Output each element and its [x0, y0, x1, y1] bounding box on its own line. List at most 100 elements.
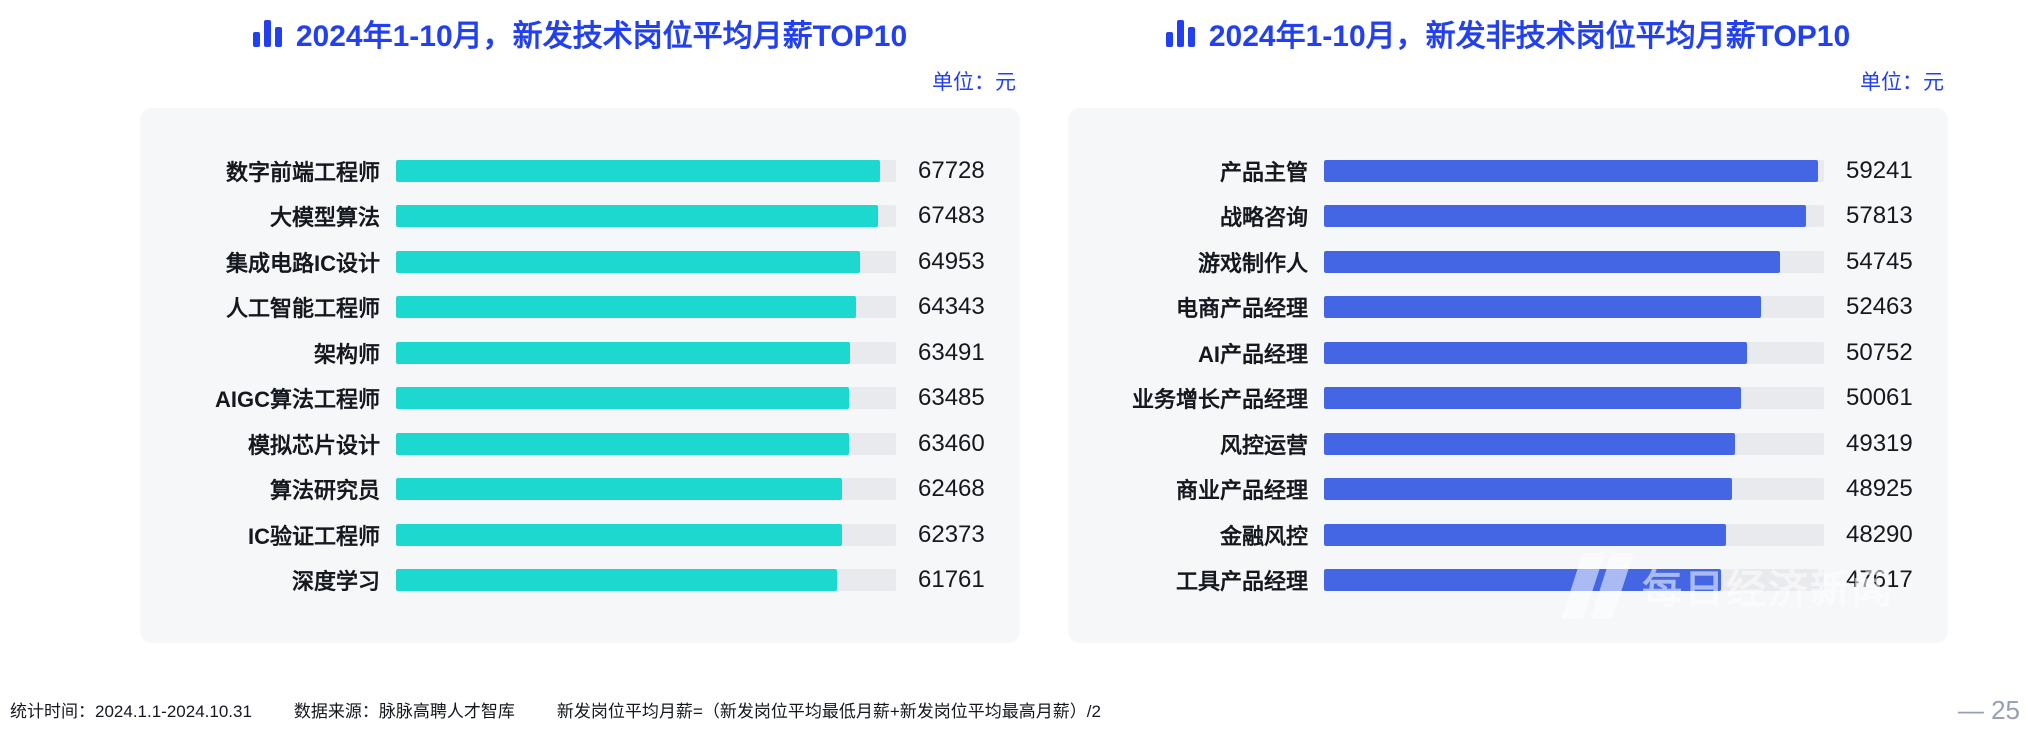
bar-fill [1324, 523, 1727, 546]
bar-value: 47617 [1846, 566, 1913, 594]
bar-fill [1324, 478, 1732, 501]
bar-value: 54745 [1846, 247, 1913, 275]
bar-fill [396, 250, 860, 273]
bar-value: 63485 [918, 384, 985, 412]
bar-track [1324, 159, 1824, 182]
bar-fill [396, 523, 842, 546]
bar-label: 数字前端工程师 [225, 159, 380, 185]
bar-fill [1324, 250, 1781, 273]
bar-track [396, 523, 896, 546]
bar-track [396, 250, 896, 273]
bar-row: 数字前端工程师 67728 [184, 148, 985, 194]
bar-value: 67728 [918, 156, 985, 184]
bar-track [396, 387, 896, 410]
bar-label: 商业产品经理 [1175, 478, 1308, 504]
bar-fill [396, 159, 880, 182]
bar-value: 62373 [918, 520, 985, 548]
bar-row: AI产品经理 50752 [1112, 330, 1913, 376]
bar-row: 风控运营 49319 [1112, 421, 1913, 467]
bar-label: 算法研究员 [269, 478, 380, 504]
bar-fill [396, 205, 878, 228]
nontech-salary-chart: 2024年1-10月，新发非技术岗位平均月薪TOP10 单位：元 产品主管 592… [1068, 10, 1948, 643]
bar-fill [396, 569, 838, 592]
bar-rows: 数字前端工程师 67728 大模型算法 67483 集成电路IC设计 64953 人工智能工… [184, 148, 985, 604]
bar-fill [396, 387, 850, 410]
bar-row: 模拟芯片设计 63460 [184, 421, 985, 467]
bar-track [396, 341, 896, 364]
bar-fill [396, 296, 856, 319]
bar-fill [396, 341, 850, 364]
bar-value: 50061 [1846, 384, 1913, 412]
bar-row: 电商产品经理 52463 [1112, 285, 1913, 331]
footer-stat-time: 统计时间：2024.1.1-2024.10.31 [10, 702, 252, 721]
bar-fill [1324, 159, 1818, 182]
bar-chart-icon [252, 19, 282, 47]
bar-label: 工具产品经理 [1175, 569, 1308, 595]
bar-track [1324, 387, 1824, 410]
bar-row: 算法研究员 62468 [184, 467, 985, 513]
bar-track [396, 478, 896, 501]
bar-row: 深度学习 61761 [184, 558, 985, 604]
bar-label: 集成电路IC设计 [225, 250, 380, 276]
bar-value: 48290 [1846, 520, 1913, 548]
bar-row: 人工智能工程师 64343 [184, 285, 985, 331]
chart-title: 2024年1-10月，新发非技术岗位平均月薪TOP10 [1208, 20, 1851, 53]
bar-value: 52463 [1846, 293, 1913, 321]
bar-value: 63491 [918, 338, 985, 366]
bar-label: IC验证工程师 [247, 523, 380, 549]
bar-row: 集成电路IC设计 64953 [184, 239, 985, 285]
bar-row: 大模型算法 67483 [184, 194, 985, 240]
bar-track [1324, 523, 1824, 546]
footer-data-source: 数据来源：脉脉高聘人才智库 [293, 702, 515, 721]
bar-label: 业务增长产品经理 [1131, 387, 1308, 413]
bar-fill [396, 478, 843, 501]
bar-label: 人工智能工程师 [225, 296, 380, 322]
bar-label: AI产品经理 [1197, 341, 1308, 367]
bar-row: 战略咨询 57813 [1112, 194, 1913, 240]
bar-value: 48925 [1846, 475, 1913, 503]
bar-fill [1324, 432, 1735, 455]
footer-formula: 新发岗位平均月薪=（新发岗位平均最低月薪+新发岗位平均最高月薪）/2 [556, 702, 1101, 721]
bar-value: 67483 [918, 202, 985, 230]
unit-label: 单位：元 [932, 71, 1016, 94]
bar-track [396, 432, 896, 455]
bar-track [1324, 341, 1824, 364]
bar-track [396, 569, 896, 592]
bar-value: 62468 [918, 475, 985, 503]
bar-track [396, 159, 896, 182]
bar-row: 工具产品经理 47617 [1112, 558, 1913, 604]
chart-title-row: 2024年1-10月，新发技术岗位平均月薪TOP10 [140, 10, 1020, 56]
bar-value: 64953 [918, 247, 985, 275]
bar-fill [1324, 569, 1721, 592]
bar-fill [1324, 296, 1762, 319]
bar-row: 产品主管 59241 [1112, 148, 1913, 194]
bar-row: 架构师 63491 [184, 330, 985, 376]
tech-salary-chart: 2024年1-10月，新发技术岗位平均月薪TOP10 单位：元 数字前端工程师 6… [140, 10, 1020, 643]
bar-track [396, 205, 896, 228]
bar-label: 金融风控 [1219, 523, 1308, 549]
bar-label: AIGC算法工程师 [214, 387, 380, 413]
page-number: — 25 [1957, 695, 2020, 725]
bar-value: 59241 [1846, 156, 1913, 184]
bar-label: 游戏制作人 [1197, 250, 1308, 276]
bar-value: 50752 [1846, 338, 1913, 366]
bar-row: 游戏制作人 54745 [1112, 239, 1913, 285]
footer: 统计时间：2024.1.1-2024.10.31 数据来源：脉脉高聘人才智库 新… [10, 697, 1101, 722]
bar-track [1324, 569, 1824, 592]
bar-chart-icon [1165, 19, 1195, 47]
bar-label: 大模型算法 [269, 205, 380, 231]
chart-card: 数字前端工程师 67728 大模型算法 67483 集成电路IC设计 64953 人工智能工… [140, 108, 1020, 643]
bar-label: 深度学习 [291, 569, 380, 595]
bar-track [1324, 296, 1824, 319]
bar-track [1324, 432, 1824, 455]
bar-track [1324, 478, 1824, 501]
bar-fill [1324, 205, 1806, 228]
bar-value: 64343 [918, 293, 985, 321]
bar-value: 57813 [1846, 202, 1913, 230]
bar-row: IC验证工程师 62373 [184, 512, 985, 558]
bar-label: 电商产品经理 [1175, 296, 1308, 322]
bar-label: 模拟芯片设计 [247, 432, 380, 458]
bar-fill [396, 432, 850, 455]
bar-track [1324, 250, 1824, 273]
